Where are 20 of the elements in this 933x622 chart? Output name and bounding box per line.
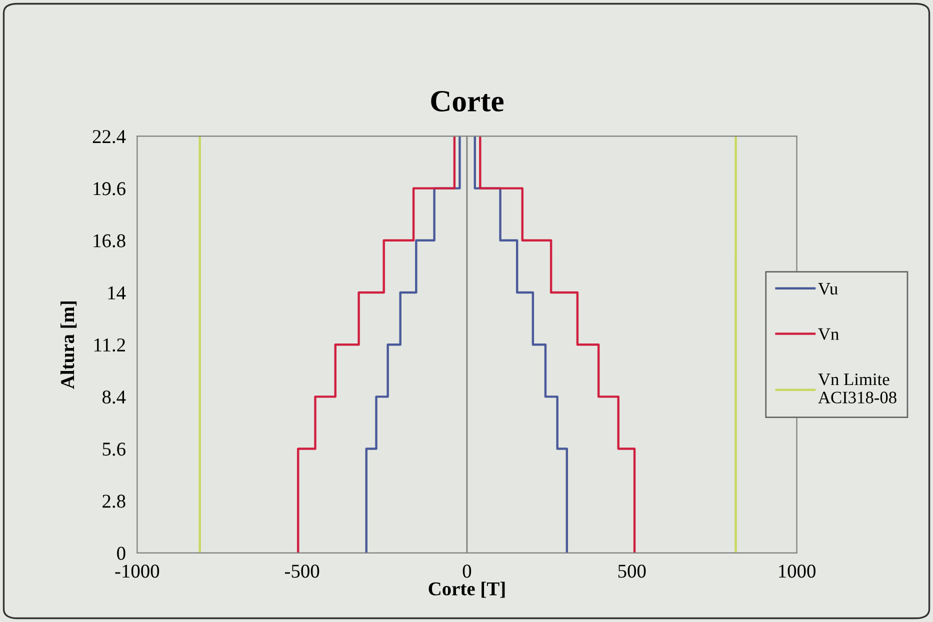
x-tick-label: -500 [284,564,320,578]
chart-title: Corte [431,90,504,112]
y-tick-label: 16.8 [94,234,126,248]
y-axis-title: Altura [m] [60,301,77,389]
y-tick-label: 8.4 [102,390,126,404]
y-tick-label: 2.8 [102,494,126,508]
x-tick-label: 0 [462,564,472,578]
x-tick-label: 500 [618,564,646,578]
legend-label: Vu [818,283,838,295]
x-tick-label: -1000 [115,564,160,578]
y-tick-label: 19.6 [94,182,126,196]
y-tick-label: 14 [108,286,126,300]
y-tick-label: 0 [117,546,126,560]
legend-label: Vn Limite ACI318-08 [818,374,896,404]
x-tick-label: 1000 [779,564,816,578]
y-tick-label: 22.4 [92,130,126,144]
x-axis-title: Corte [T] [428,582,505,598]
y-tick-label: 11.2 [94,338,125,352]
y-tick-label: 5.6 [102,442,126,456]
legend-label: Vn [818,328,839,340]
